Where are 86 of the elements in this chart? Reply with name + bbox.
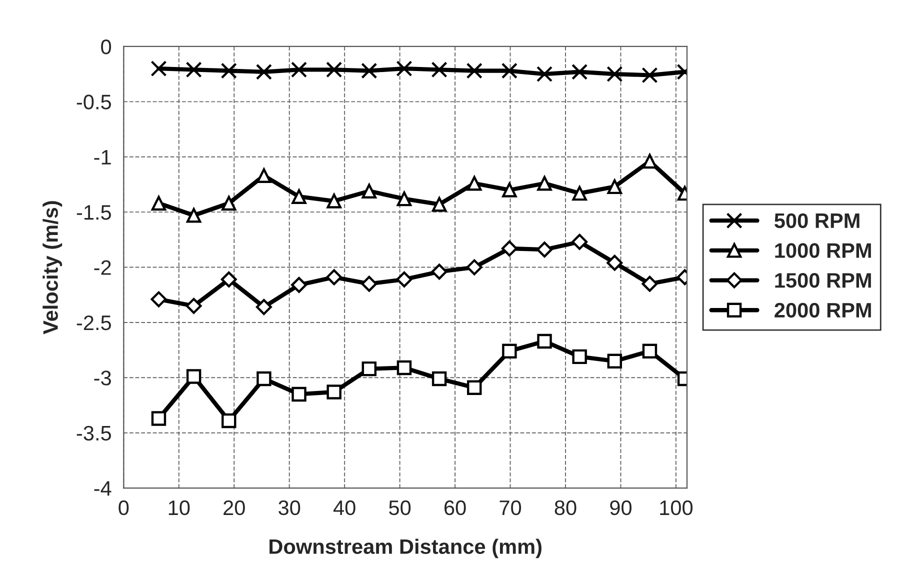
point (572, 349, 587, 364)
point (256, 64, 272, 80)
point (326, 384, 342, 400)
point (256, 299, 272, 315)
x-tick-label: 60 (444, 500, 466, 516)
point (220, 271, 237, 288)
point (326, 194, 342, 208)
x-tick-label: 10 (168, 500, 190, 516)
x-tick-label: 70 (500, 500, 522, 516)
y-tick-label: -1 (94, 150, 111, 164)
point (572, 186, 587, 201)
x-tick-label: 80 (554, 500, 576, 516)
point (361, 62, 378, 79)
point (536, 242, 552, 258)
point (222, 196, 236, 211)
point (151, 196, 166, 211)
point (326, 62, 342, 78)
point (502, 182, 517, 198)
point (396, 360, 412, 376)
y-tick-label: -4 (94, 481, 112, 496)
point (432, 371, 447, 386)
point (432, 196, 447, 212)
x-tick-label: 90 (610, 500, 632, 516)
y-tick-label: -2 (94, 260, 111, 275)
point (572, 64, 588, 80)
point (256, 371, 272, 386)
point (362, 361, 377, 376)
point (396, 60, 412, 77)
point (290, 62, 308, 78)
y-tick-label: -2.5 (76, 315, 111, 330)
point (607, 354, 622, 368)
point (326, 269, 342, 286)
point (150, 60, 167, 77)
y-tick-label: -1.5 (76, 205, 111, 220)
point (361, 276, 378, 292)
legend-label: 1500 RPM (775, 273, 871, 288)
point (537, 334, 552, 349)
point (536, 66, 553, 82)
point (642, 276, 658, 292)
point (292, 189, 306, 204)
point (431, 62, 448, 78)
point (642, 344, 658, 359)
x-tick-label: 50 (389, 500, 411, 516)
point (467, 380, 482, 395)
point (186, 298, 202, 314)
point (466, 62, 482, 79)
x-axis-title: Downstream Distance (mm) (270, 538, 542, 558)
point (256, 168, 272, 183)
point (572, 234, 588, 250)
y-tick-label: -3.5 (76, 426, 111, 441)
point (362, 184, 377, 198)
point (220, 62, 237, 79)
point (222, 413, 236, 428)
point (396, 271, 412, 288)
point (186, 369, 202, 384)
x-tick-label: 30 (278, 500, 300, 516)
point (607, 179, 622, 194)
x-tick-label: 20 (224, 500, 245, 516)
point (431, 264, 448, 280)
point (502, 344, 517, 359)
point (537, 176, 552, 191)
point (606, 254, 623, 271)
point (642, 154, 658, 169)
point (186, 208, 202, 223)
point (642, 67, 658, 84)
point (186, 62, 202, 78)
point (396, 191, 412, 206)
point (150, 291, 167, 308)
point (151, 411, 166, 426)
x-tick-label: 0 (118, 500, 129, 516)
point (466, 259, 482, 276)
x-tick-label: 40 (333, 500, 356, 516)
y-axis-title: Velocity (m/s) (42, 201, 62, 334)
x-tick-label: 100 (660, 500, 693, 516)
point (291, 276, 307, 293)
point (606, 66, 623, 82)
legend-label: 1000 RPM (775, 243, 871, 258)
legend-label: 500 RPM (774, 213, 860, 228)
point (501, 62, 518, 79)
y-tick-label: -0.5 (76, 94, 111, 110)
legend-label: 2000 RPM (774, 302, 871, 318)
point (501, 240, 518, 256)
point (467, 176, 482, 191)
y-tick-label: 0 (101, 39, 112, 54)
y-tick-label: -3 (94, 370, 111, 386)
point (292, 386, 306, 402)
